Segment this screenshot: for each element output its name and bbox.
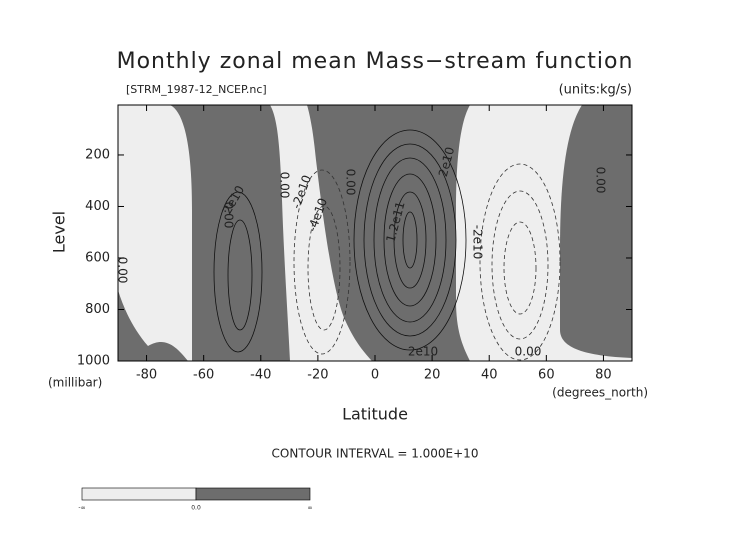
contour-label: 2e10 bbox=[408, 345, 438, 359]
x-tick-label: -40 bbox=[250, 368, 271, 383]
contour-line bbox=[383, 173, 437, 307]
contour-label: 0.00 bbox=[116, 257, 130, 284]
contour-line bbox=[503, 221, 537, 315]
x-tick-label: -80 bbox=[136, 368, 157, 383]
contour-label: 0.00 bbox=[278, 172, 292, 199]
positive-region bbox=[118, 290, 188, 361]
positive-region bbox=[560, 105, 632, 358]
contour-line bbox=[479, 163, 561, 361]
colorbar-positive bbox=[195, 487, 311, 501]
x-tick-label: 60 bbox=[538, 368, 555, 383]
y-axis-label: Level bbox=[50, 211, 69, 253]
colorbar-label: -∞ bbox=[78, 505, 85, 512]
contour-line bbox=[393, 191, 427, 289]
x-axis-units: (degrees_north) bbox=[552, 386, 648, 400]
contour-line bbox=[373, 157, 447, 323]
contour-label: 0.00 bbox=[222, 202, 236, 229]
y-tick-label: 800 bbox=[85, 302, 110, 317]
colorbar-label: ∞ bbox=[308, 505, 313, 512]
contour-label: 0.00 bbox=[515, 345, 542, 359]
x-tick-label: 0 bbox=[371, 368, 379, 383]
contour-interval: CONTOUR INTERVAL = 1.000E+10 bbox=[272, 447, 479, 461]
contour-line bbox=[307, 205, 341, 331]
colorbar-negative bbox=[81, 487, 197, 501]
y-tick-label: 1000 bbox=[77, 354, 110, 369]
x-tick-label: 40 bbox=[481, 368, 498, 383]
contour-label: 0.00 bbox=[594, 167, 608, 194]
contour-line bbox=[227, 219, 253, 331]
y-tick-label: 600 bbox=[85, 250, 110, 265]
contour-line bbox=[353, 129, 467, 351]
colorbar bbox=[81, 487, 311, 501]
contour-line bbox=[402, 211, 418, 269]
units-label: (units:kg/s) bbox=[559, 83, 632, 98]
subtitle: [STRM_1987-12_NCEP.nc] bbox=[126, 83, 267, 96]
chart-title: Monthly zonal mean Mass−stream function bbox=[117, 49, 634, 74]
y-tick-label: 200 bbox=[85, 147, 110, 162]
x-tick-label: 20 bbox=[424, 368, 441, 383]
y-tick-label: 400 bbox=[85, 199, 110, 214]
x-tick-label: 80 bbox=[595, 368, 612, 383]
positive-region bbox=[170, 105, 290, 361]
contour-line bbox=[363, 143, 457, 337]
y-axis-units: (millibar) bbox=[48, 376, 102, 390]
x-tick-label: -20 bbox=[307, 368, 328, 383]
contour-line bbox=[213, 191, 263, 353]
contour-label: -2e10 bbox=[471, 225, 485, 260]
contour-label: 0.00 bbox=[344, 169, 358, 196]
x-tick-label: -60 bbox=[193, 368, 214, 383]
colorbar-label: 0.0 bbox=[191, 505, 201, 512]
contour-line bbox=[293, 169, 351, 355]
plot-area bbox=[117, 104, 633, 362]
x-axis-label: Latitude bbox=[342, 405, 408, 424]
contour-line bbox=[491, 190, 549, 340]
